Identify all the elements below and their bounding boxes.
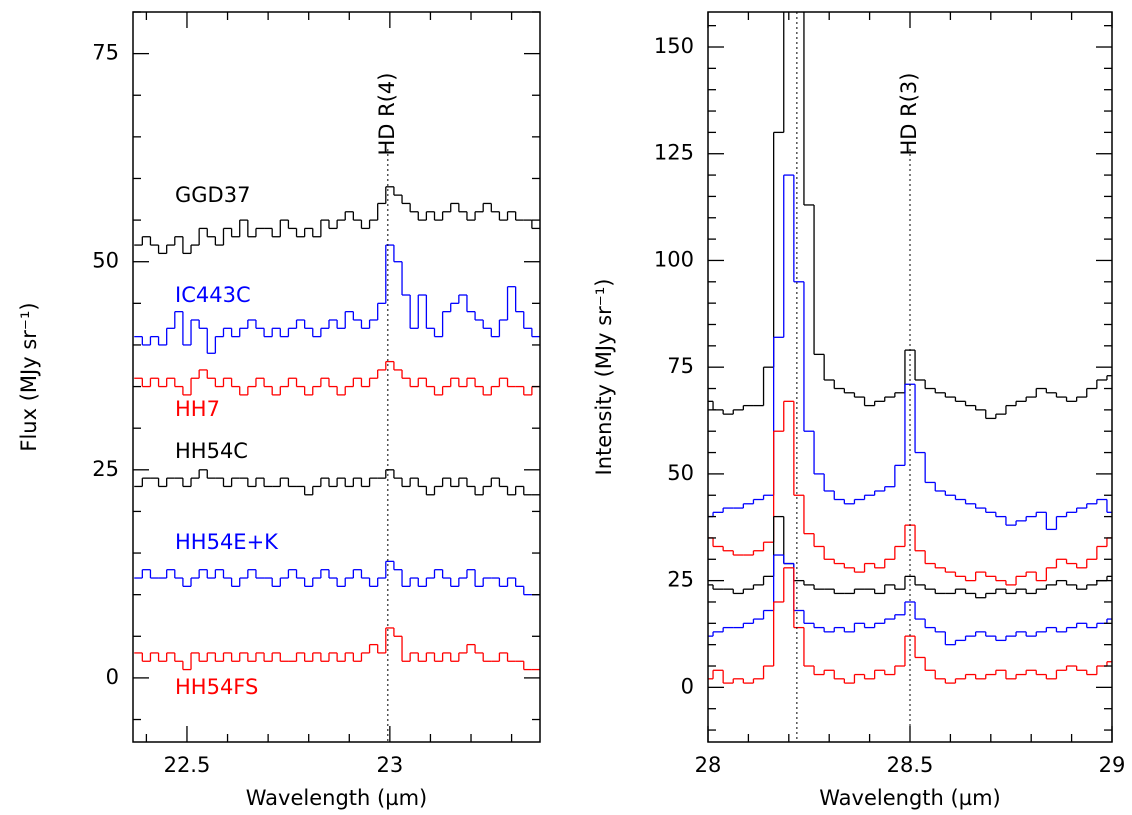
series-label: HH54E+K: [175, 530, 279, 554]
y-tick-label: 75: [667, 354, 694, 378]
plot-frame: [132, 11, 541, 743]
annotation-label: HD R(3): [897, 73, 921, 156]
x-tick-label: 28.5: [887, 753, 934, 777]
y-tick-label: 0: [106, 665, 119, 689]
x-tick-label: 28: [695, 753, 722, 777]
series-label: GGD37: [175, 183, 250, 207]
y-tick-label: 125: [654, 141, 694, 165]
series-label: HH54FS: [175, 675, 258, 699]
series-label: HH7: [175, 397, 220, 421]
y-tick-label: 25: [667, 568, 694, 592]
x-tick-label: 29: [1099, 753, 1126, 777]
y-tick-label: 150: [654, 34, 694, 58]
x-tick-label: 23: [376, 753, 403, 777]
spectra: [708, 12, 1112, 684]
y-tick-label: 75: [92, 41, 119, 65]
x-axis-title: Wavelength (µm): [819, 786, 1000, 810]
y-tick-label: 50: [92, 249, 119, 273]
y-axis-title: Flux (MJy sr⁻¹): [17, 302, 41, 451]
spectra: [134, 186, 540, 671]
series-label: HH54C: [175, 439, 248, 463]
y-tick-label: 50: [667, 461, 694, 485]
y-tick-label: 25: [92, 457, 119, 481]
y-axis-title: Intensity (MJy sr⁻¹): [592, 279, 616, 476]
x-tick-label: 22.5: [164, 753, 211, 777]
series-label: IC443C: [175, 283, 251, 307]
y-tick-label: 0: [681, 674, 694, 698]
y-tick-label: 100: [654, 247, 694, 271]
annotation-label: HD R(4): [375, 73, 399, 156]
x-axis-title: Wavelength (µm): [246, 786, 427, 810]
